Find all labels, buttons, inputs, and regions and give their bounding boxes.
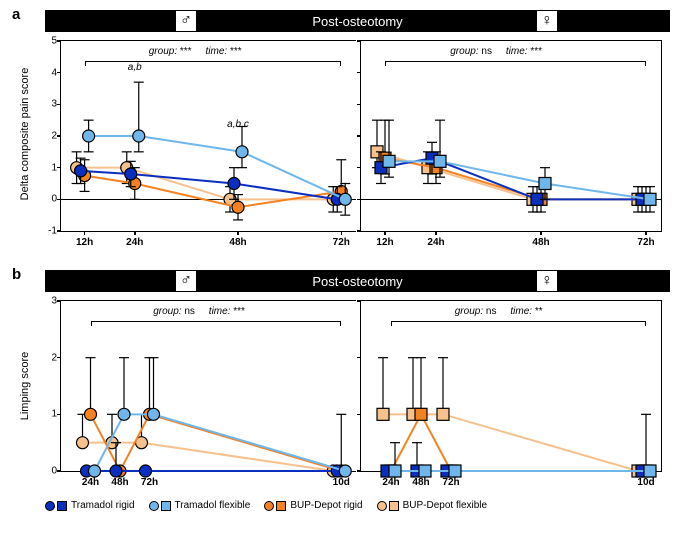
legend-item: BUP-Depot flexible [377,500,487,511]
legend-item: Tramadol rigid [45,500,135,511]
xtick-label: 48h [229,231,246,248]
chart-a-male: -101234512h24h48h72hgroup: *** time: ***… [60,40,356,232]
panel-letter-a: a [12,6,20,23]
chart-a-female: 12h24h48h72hgroup: ns time: *** [360,40,662,232]
chart-b-female: 24h48h72h10dgroup: ns time: ** [360,300,662,472]
legend-label: BUP-Depot rigid [290,500,362,511]
plot-svg [61,301,356,471]
chart-b-male: 012324h48h72h10dgroup: ns time: *** [60,300,356,472]
header-title-b: Post-osteotomy [312,274,402,289]
header-bar-b: Post-osteotomy [45,270,670,292]
plot-svg [361,301,661,471]
legend-label: Tramadol flexible [175,500,251,511]
ytick-label: 1 [51,162,61,173]
legend-item: BUP-Depot rigid [264,500,362,511]
legend: Tramadol rigid Tramadol flexible BUP-Depot… [45,500,665,511]
ylabel-b: Limping score [19,326,31,446]
ytick-label: 0 [51,466,61,477]
female-icon-a: ♀ [536,10,558,32]
legend-label: Tramadol rigid [71,500,135,511]
ytick-label: -1 [48,226,61,237]
male-icon-b: ♂ [175,270,197,292]
legend-marker [377,501,399,511]
legend-marker [149,501,171,511]
xtick-label: 24h [427,231,444,248]
ytick-label: 5 [51,36,61,47]
female-icon-b: ♀ [536,270,558,292]
ytick-label: 2 [51,352,61,363]
legend-item: Tramadol flexible [149,500,251,511]
xtick-label: 72h [333,231,350,248]
ytick-label: 2 [51,131,61,142]
xtick-label: 24h [126,231,143,248]
legend-label: BUP-Depot flexible [403,500,487,511]
legend-marker [264,501,286,511]
ytick-label: 1 [51,409,61,420]
ytick-label: 4 [51,67,61,78]
xtick-label: 12h [76,231,93,248]
annotation: a,b [128,62,142,73]
ytick-label: 3 [51,99,61,110]
panel-letter-b: b [12,266,21,283]
legend-marker [45,501,67,511]
male-icon-a: ♂ [175,10,197,32]
plot-svg [61,41,356,231]
header-bar-a: Post-osteotomy [45,10,670,32]
xtick-label: 72h [637,231,654,248]
ytick-label: 3 [51,296,61,307]
ytick-label: 0 [51,194,61,205]
header-title-a: Post-osteotomy [312,14,402,29]
annotation: a,b,c [227,119,249,130]
xtick-label: 48h [532,231,549,248]
plot-svg [361,41,661,231]
xtick-label: 12h [376,231,393,248]
ylabel-a: Delta composite pain score [19,59,31,209]
